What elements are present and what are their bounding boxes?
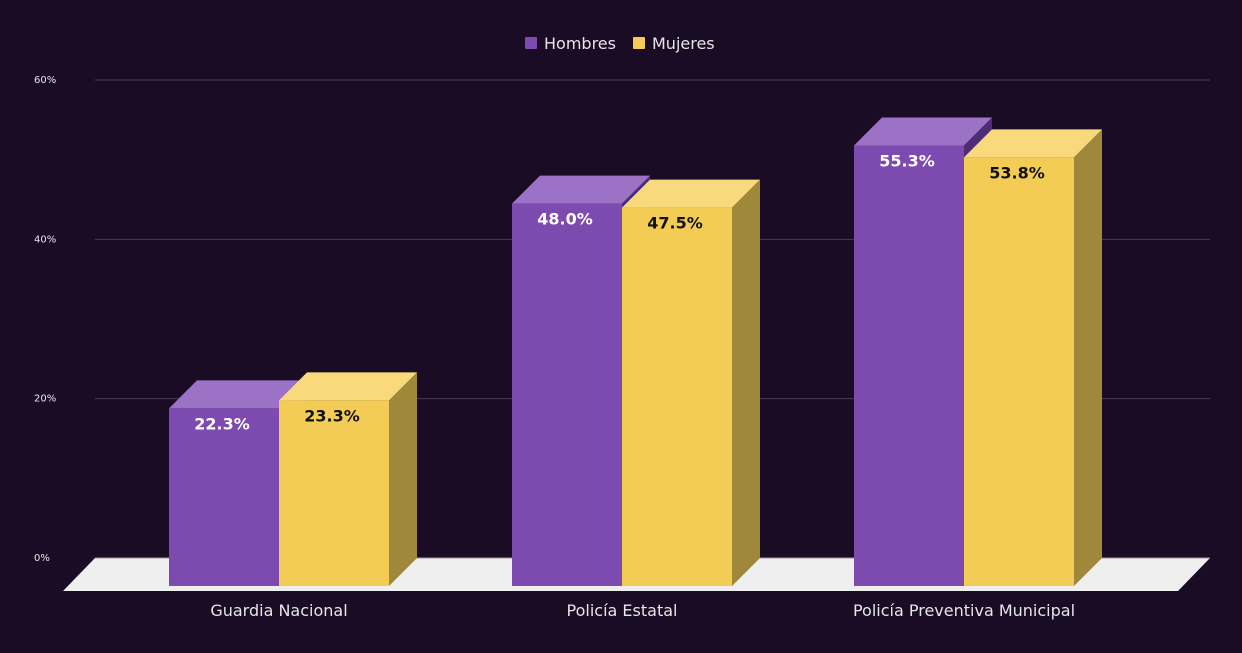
data-label: 22.3% (194, 414, 250, 433)
legend-item-mujeres: Mujeres (633, 34, 715, 53)
legend-swatch (525, 37, 537, 49)
bar-mujeres-3 (964, 129, 1102, 587)
legend-swatch (633, 37, 645, 49)
bar-mujeres-1 (279, 372, 417, 586)
bar-front (169, 408, 279, 586)
bar-mujeres-2 (622, 179, 760, 587)
bar-side (389, 372, 417, 586)
bar-front (964, 157, 1074, 587)
y-axis-ticks: 0% 20% 40% 60% (34, 75, 56, 564)
data-label: 48.0% (537, 210, 593, 229)
data-label: 47.5% (647, 214, 703, 233)
y-tick-label: 0% (34, 553, 50, 564)
bar-top (512, 175, 650, 204)
x-tick-label: Policía Estatal (567, 601, 678, 620)
legend-label: Mujeres (652, 34, 715, 53)
bar-top (854, 117, 992, 146)
legend-label: Hombres (544, 34, 616, 53)
x-tick-label: Guardia Nacional (210, 601, 347, 620)
data-label: 53.8% (989, 163, 1045, 182)
x-tick-label: Policía Preventiva Municipal (853, 601, 1075, 620)
x-axis-ticks: Guardia Nacional Policía Estatal Policía P… (210, 601, 1075, 620)
bar-top (622, 179, 760, 208)
bar-side (1074, 129, 1102, 587)
bar-top (964, 129, 1102, 158)
bar-side (732, 179, 760, 587)
bar-front (512, 203, 622, 586)
y-tick-label: 20% (34, 394, 56, 405)
bar-front (854, 145, 964, 586)
legend-item-hombres: Hombres (525, 34, 616, 53)
data-label: 23.3% (304, 406, 360, 425)
bar-front (279, 400, 389, 586)
y-tick-label: 40% (34, 234, 56, 245)
y-tick-label: 60% (34, 75, 56, 86)
bar-top (279, 372, 417, 401)
data-labels: 22.3% 23.3% 48.0% 47.5% 55.3% 53.8% (194, 151, 1045, 433)
legend: Hombres Mujeres (525, 34, 715, 53)
bar-front (622, 207, 732, 587)
bars (169, 117, 1102, 587)
data-label: 55.3% (879, 151, 935, 170)
bar-top (169, 380, 307, 409)
